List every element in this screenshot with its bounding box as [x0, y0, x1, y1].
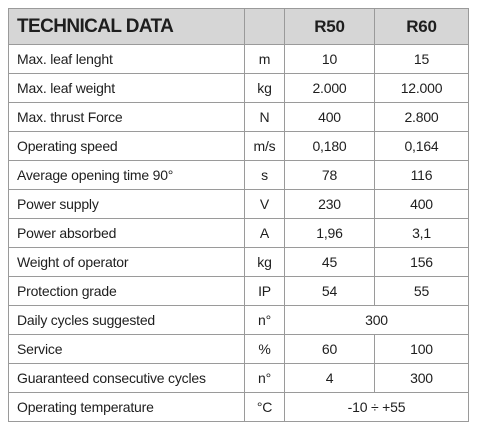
- row-label: Daily cycles suggested: [8, 305, 245, 335]
- row-label: Average opening time 90°: [8, 160, 245, 190]
- value: 10: [284, 44, 375, 74]
- value: 3,1: [374, 218, 469, 248]
- value: 300: [374, 363, 469, 393]
- unit: %: [244, 334, 285, 364]
- value: 0,180: [284, 131, 375, 161]
- row-label: Max. leaf weight: [8, 73, 245, 103]
- header-cell: [244, 8, 285, 45]
- value: 12.000: [374, 73, 469, 103]
- value: -10 ÷ +55: [284, 392, 469, 422]
- data-row: Max. leaf weight kg 2.000 12.000: [8, 73, 469, 103]
- row-label: Service: [8, 334, 245, 364]
- table: TECHNICAL DATA R50 R60 Max. leaf lenght m…: [8, 8, 469, 422]
- table-title: TECHNICAL DATA: [8, 8, 245, 45]
- value: 100: [374, 334, 469, 364]
- value: 400: [374, 189, 469, 219]
- unit: n°: [244, 305, 285, 335]
- data-row: Guaranteed consecutive cycles n° 4 300: [8, 363, 469, 393]
- row-label: Max. leaf lenght: [8, 44, 245, 74]
- value: 4: [284, 363, 375, 393]
- value: 54: [284, 276, 375, 306]
- row-label: Power supply: [8, 189, 245, 219]
- value: 156: [374, 247, 469, 277]
- value: 78: [284, 160, 375, 190]
- data-row: Average opening time 90° s 78 116: [8, 160, 469, 190]
- unit: m: [244, 44, 285, 74]
- value: 400: [284, 102, 375, 132]
- value: 55: [374, 276, 469, 306]
- value: 0,164: [374, 131, 469, 161]
- unit: N: [244, 102, 285, 132]
- row-label: Operating speed: [8, 131, 245, 161]
- table-body: TECHNICAL DATA R50 R60 Max. leaf lenght m…: [8, 8, 469, 422]
- unit: kg: [244, 73, 285, 103]
- data-row: Max. thrust Force N 400 2.800: [8, 102, 469, 132]
- data-row: Operating temperature °C -10 ÷ +55: [8, 392, 469, 422]
- data-row: Max. leaf lenght m 10 15: [8, 44, 469, 74]
- row-label: Power absorbed: [8, 218, 245, 248]
- row-label: Max. thrust Force: [8, 102, 245, 132]
- value: 116: [374, 160, 469, 190]
- row-label: Operating temperature: [8, 392, 245, 422]
- value: 60: [284, 334, 375, 364]
- unit: kg: [244, 247, 285, 277]
- data-row: Operating speed m/s 0,180 0,164: [8, 131, 469, 161]
- unit: s: [244, 160, 285, 190]
- column-header: R50: [284, 8, 375, 45]
- unit: V: [244, 189, 285, 219]
- row-label: Guaranteed consecutive cycles: [8, 363, 245, 393]
- row-label: Weight of operator: [8, 247, 245, 277]
- header-row: TECHNICAL DATA R50 R60: [8, 8, 469, 45]
- row-label: Protection grade: [8, 276, 245, 306]
- data-row: Weight of operator kg 45 156: [8, 247, 469, 277]
- data-row: Power supply V 230 400: [8, 189, 469, 219]
- value: 230: [284, 189, 375, 219]
- data-row: Service% 60 100: [8, 334, 469, 364]
- value: 15: [374, 44, 469, 74]
- data-row: Daily cycles suggested n° 300: [8, 305, 469, 335]
- unit: n°: [244, 363, 285, 393]
- data-row: Protection grade IP 54 55: [8, 276, 469, 306]
- value: 2.800: [374, 102, 469, 132]
- unit: A: [244, 218, 285, 248]
- data-row: Power absorbed A 1,96 3,1: [8, 218, 469, 248]
- technical-data-table: TECHNICAL DATA R50 R60 Max. leaf lenght m…: [8, 8, 469, 422]
- value: 45: [284, 247, 375, 277]
- unit: IP: [244, 276, 285, 306]
- unit: °C: [244, 392, 285, 422]
- value: 1,96: [284, 218, 375, 248]
- column-header: R60: [374, 8, 469, 45]
- value: 2.000: [284, 73, 375, 103]
- unit: m/s: [244, 131, 285, 161]
- value: 300: [284, 305, 469, 335]
